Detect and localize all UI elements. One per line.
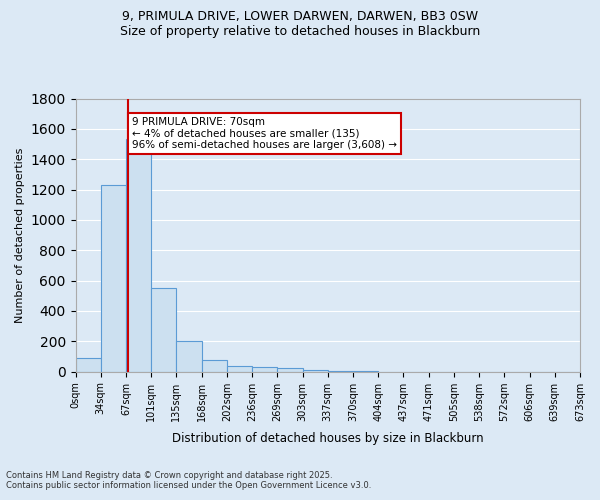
Bar xyxy=(151,288,176,372)
Text: 9, PRIMULA DRIVE, LOWER DARWEN, DARWEN, BB3 0SW
Size of property relative to det: 9, PRIMULA DRIVE, LOWER DARWEN, DARWEN, … xyxy=(120,10,480,38)
Bar xyxy=(101,185,126,372)
Y-axis label: Number of detached properties: Number of detached properties xyxy=(15,148,25,323)
Bar xyxy=(302,370,328,372)
Text: 9 PRIMULA DRIVE: 70sqm
← 4% of detached houses are smaller (135)
96% of semi-det: 9 PRIMULA DRIVE: 70sqm ← 4% of detached … xyxy=(132,116,397,150)
Bar xyxy=(252,367,277,372)
X-axis label: Distribution of detached houses by size in Blackburn: Distribution of detached houses by size … xyxy=(172,432,484,445)
Bar xyxy=(277,368,302,372)
Text: Contains HM Land Registry data © Crown copyright and database right 2025.
Contai: Contains HM Land Registry data © Crown c… xyxy=(6,470,371,490)
Bar xyxy=(328,371,353,372)
Bar xyxy=(176,340,202,372)
Bar xyxy=(76,358,101,372)
Bar xyxy=(126,140,151,372)
Bar xyxy=(202,360,227,372)
Bar xyxy=(227,366,252,372)
